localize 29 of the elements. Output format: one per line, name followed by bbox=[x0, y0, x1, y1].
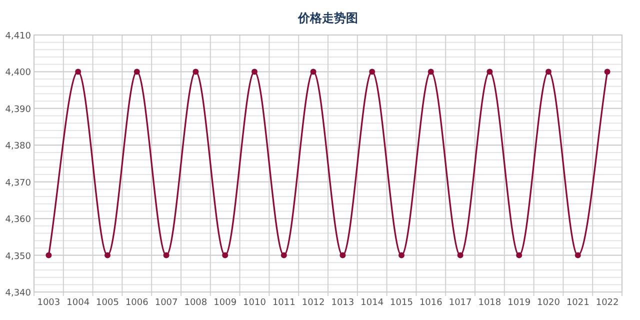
x-tick-label: 1011 bbox=[272, 298, 296, 308]
x-tick-label: 1012 bbox=[302, 298, 325, 308]
x-tick-label: 1003 bbox=[37, 298, 60, 308]
x-tick-label: 1022 bbox=[596, 298, 619, 308]
y-tick-label: 4,390 bbox=[5, 104, 32, 115]
y-tick-label: 4,400 bbox=[5, 68, 32, 78]
x-tick-label: 1021 bbox=[566, 298, 590, 308]
x-tick-label: 1016 bbox=[419, 298, 443, 308]
x-tick-label: 1004 bbox=[66, 298, 90, 308]
y-tick-label: 4,370 bbox=[5, 178, 32, 188]
x-tick-label: 1013 bbox=[331, 298, 354, 308]
x-tick-label: 1018 bbox=[478, 298, 502, 308]
x-tick-label: 1008 bbox=[184, 298, 208, 308]
y-tick-label: 4,380 bbox=[5, 142, 32, 152]
y-tick-label: 4,410 bbox=[5, 32, 32, 42]
chart-title: 价格走势图 bbox=[297, 11, 358, 25]
x-tick-label: 1015 bbox=[390, 298, 413, 308]
y-tick-label: 4,360 bbox=[5, 215, 32, 226]
y-tick-label: 4,340 bbox=[5, 288, 32, 298]
x-tick-label: 1009 bbox=[214, 298, 237, 308]
x-tick-label: 1019 bbox=[508, 298, 531, 308]
y-tick-label: 4,350 bbox=[5, 252, 32, 262]
x-tick-label: 1006 bbox=[125, 298, 149, 308]
x-tick-label: 1014 bbox=[360, 298, 384, 308]
x-tick-label: 1010 bbox=[243, 298, 266, 308]
x-tick-label: 1007 bbox=[154, 298, 178, 308]
x-tick-label: 1017 bbox=[448, 298, 472, 308]
x-tick-label: 1020 bbox=[537, 298, 560, 308]
x-tick-label: 1005 bbox=[96, 298, 119, 308]
